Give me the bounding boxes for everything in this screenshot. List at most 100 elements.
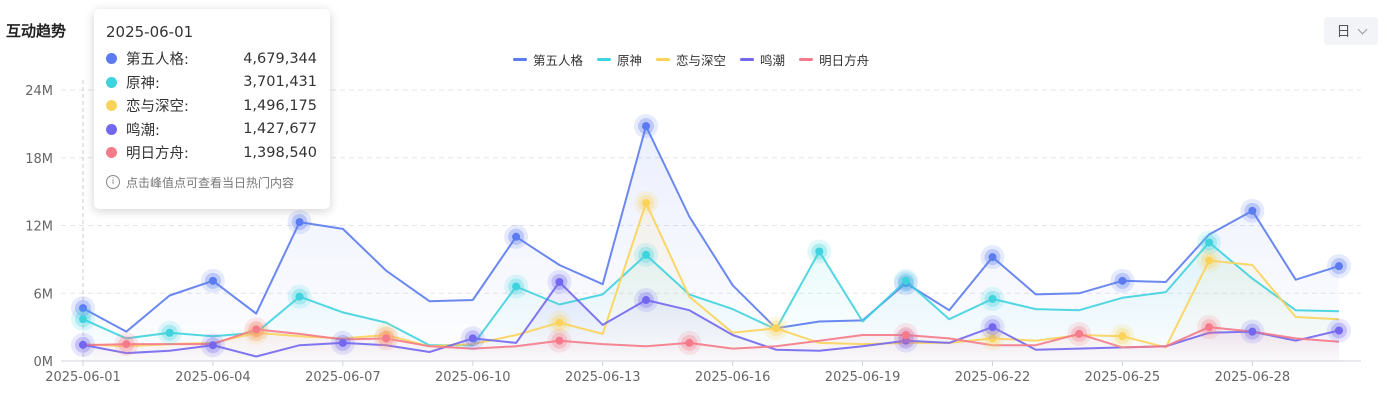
peak-dot: [901, 276, 910, 285]
peak-dot: [988, 294, 997, 303]
peak-point[interactable]: [374, 326, 399, 351]
peak-point[interactable]: [287, 210, 312, 235]
peak-dot: [988, 334, 997, 343]
tooltip-series-value: 1,496,175: [243, 97, 317, 114]
legend-swatch: [799, 58, 814, 61]
x-tick-label: 2025-06-01: [45, 370, 121, 385]
peak-point[interactable]: [893, 328, 918, 353]
peak-point[interactable]: [1327, 254, 1351, 279]
peak-dot: [988, 323, 997, 332]
peak-point[interactable]: [893, 323, 918, 348]
range-select[interactable]: 日: [1324, 17, 1378, 45]
peak-point[interactable]: [807, 239, 832, 264]
x-tick-label: 2025-06-19: [825, 370, 901, 385]
peak-point[interactable]: [634, 190, 659, 215]
peak-point[interactable]: [980, 326, 1005, 351]
peak-point[interactable]: [157, 320, 182, 345]
peak-point[interactable]: [200, 268, 225, 293]
peak-dot: [382, 334, 391, 343]
peak-point[interactable]: [634, 242, 659, 267]
peak-dot: [642, 122, 651, 131]
y-tick-label: 24M: [25, 84, 53, 99]
y-tick-label: 0M: [34, 355, 54, 370]
chart-legend: 第五人格 原神 恋与深空 鸣潮 明日方舟: [513, 50, 869, 69]
legend-item[interactable]: 明日方舟: [799, 50, 869, 69]
tooltip-row: 原神: 3,701,431: [106, 71, 317, 95]
peak-point[interactable]: [244, 317, 269, 342]
peak-dot: [685, 338, 694, 347]
legend-item[interactable]: 鸣潮: [740, 50, 785, 69]
tooltip-hint: i 点击峰值点可查看当日热门内容: [106, 174, 317, 191]
legend-swatch: [597, 58, 612, 61]
peak-point[interactable]: [1110, 268, 1135, 293]
peak-point[interactable]: [1240, 198, 1265, 223]
peak-dot: [1118, 332, 1127, 341]
x-tick-label: 2025-06-10: [435, 370, 511, 385]
legend-swatch: [513, 58, 527, 61]
tooltip-series-name: 明日方舟:: [126, 146, 189, 163]
series-area: [83, 327, 1339, 361]
legend-item[interactable]: 恋与深空: [656, 50, 726, 69]
legend-item[interactable]: 第五人格: [513, 50, 583, 69]
tooltip-series-value: 4,679,344: [243, 50, 317, 67]
peak-point[interactable]: [1240, 319, 1265, 344]
peak-dot: [468, 334, 477, 343]
peak-dot: [901, 331, 910, 340]
peak-dot: [1205, 323, 1214, 332]
peak-point[interactable]: [1067, 321, 1092, 346]
tooltip-series-value: 1,398,540: [243, 144, 317, 161]
y-tick-label: 6M: [34, 287, 54, 302]
peak-point[interactable]: [980, 315, 1005, 340]
peak-point[interactable]: [547, 310, 572, 335]
peak-point[interactable]: [71, 332, 95, 357]
peak-point[interactable]: [763, 316, 788, 341]
peak-point[interactable]: [200, 333, 225, 358]
peak-dot: [295, 218, 304, 227]
peak-point[interactable]: [547, 269, 572, 294]
peak-dot: [901, 336, 910, 345]
peak-point[interactable]: [980, 286, 1005, 311]
peak-point[interactable]: [71, 296, 95, 321]
x-tick-label: 2025-06-07: [305, 370, 381, 385]
peak-dot: [252, 325, 261, 334]
page-title: 互动趋势: [6, 22, 67, 40]
series-line: [82, 241, 1340, 347]
tooltip-row: 第五人格: 4,679,344: [106, 47, 317, 71]
series-dot: [106, 53, 117, 65]
peak-point[interactable]: [71, 307, 95, 332]
peak-point[interactable]: [460, 326, 485, 351]
peak-point[interactable]: [1327, 318, 1351, 343]
peak-dot: [771, 324, 780, 333]
peak-dot: [1205, 256, 1214, 265]
peak-point[interactable]: [634, 288, 659, 313]
peak-point[interactable]: [330, 330, 355, 355]
legend-item[interactable]: 原神: [597, 50, 642, 69]
peak-point[interactable]: [1110, 324, 1135, 349]
peak-dot: [79, 315, 87, 324]
peak-point[interactable]: [1197, 248, 1222, 273]
series-area: [83, 126, 1339, 361]
legend-label: 原神: [617, 53, 643, 68]
peak-point[interactable]: [980, 245, 1005, 270]
peak-dot: [512, 282, 521, 291]
peak-dot: [642, 250, 651, 259]
peak-point[interactable]: [287, 284, 312, 309]
peak-point[interactable]: [504, 274, 529, 299]
peak-point[interactable]: [893, 268, 918, 293]
peak-point[interactable]: [677, 330, 702, 355]
peak-dot: [208, 341, 217, 350]
peak-dot: [295, 292, 304, 301]
series-line: [82, 201, 1340, 349]
legend-label: 明日方舟: [819, 53, 870, 68]
peak-point[interactable]: [547, 328, 572, 353]
peak-point[interactable]: [1197, 230, 1222, 255]
peak-dot: [208, 276, 217, 285]
peak-point[interactable]: [114, 332, 139, 357]
peak-dot: [1335, 326, 1343, 335]
peak-point[interactable]: [634, 114, 659, 139]
peak-point[interactable]: [504, 224, 529, 249]
x-tick-label: 2025-06-22: [955, 370, 1031, 385]
peak-dot: [1248, 206, 1257, 215]
peak-point[interactable]: [1197, 315, 1222, 340]
x-tick-label: 2025-06-25: [1085, 370, 1161, 385]
